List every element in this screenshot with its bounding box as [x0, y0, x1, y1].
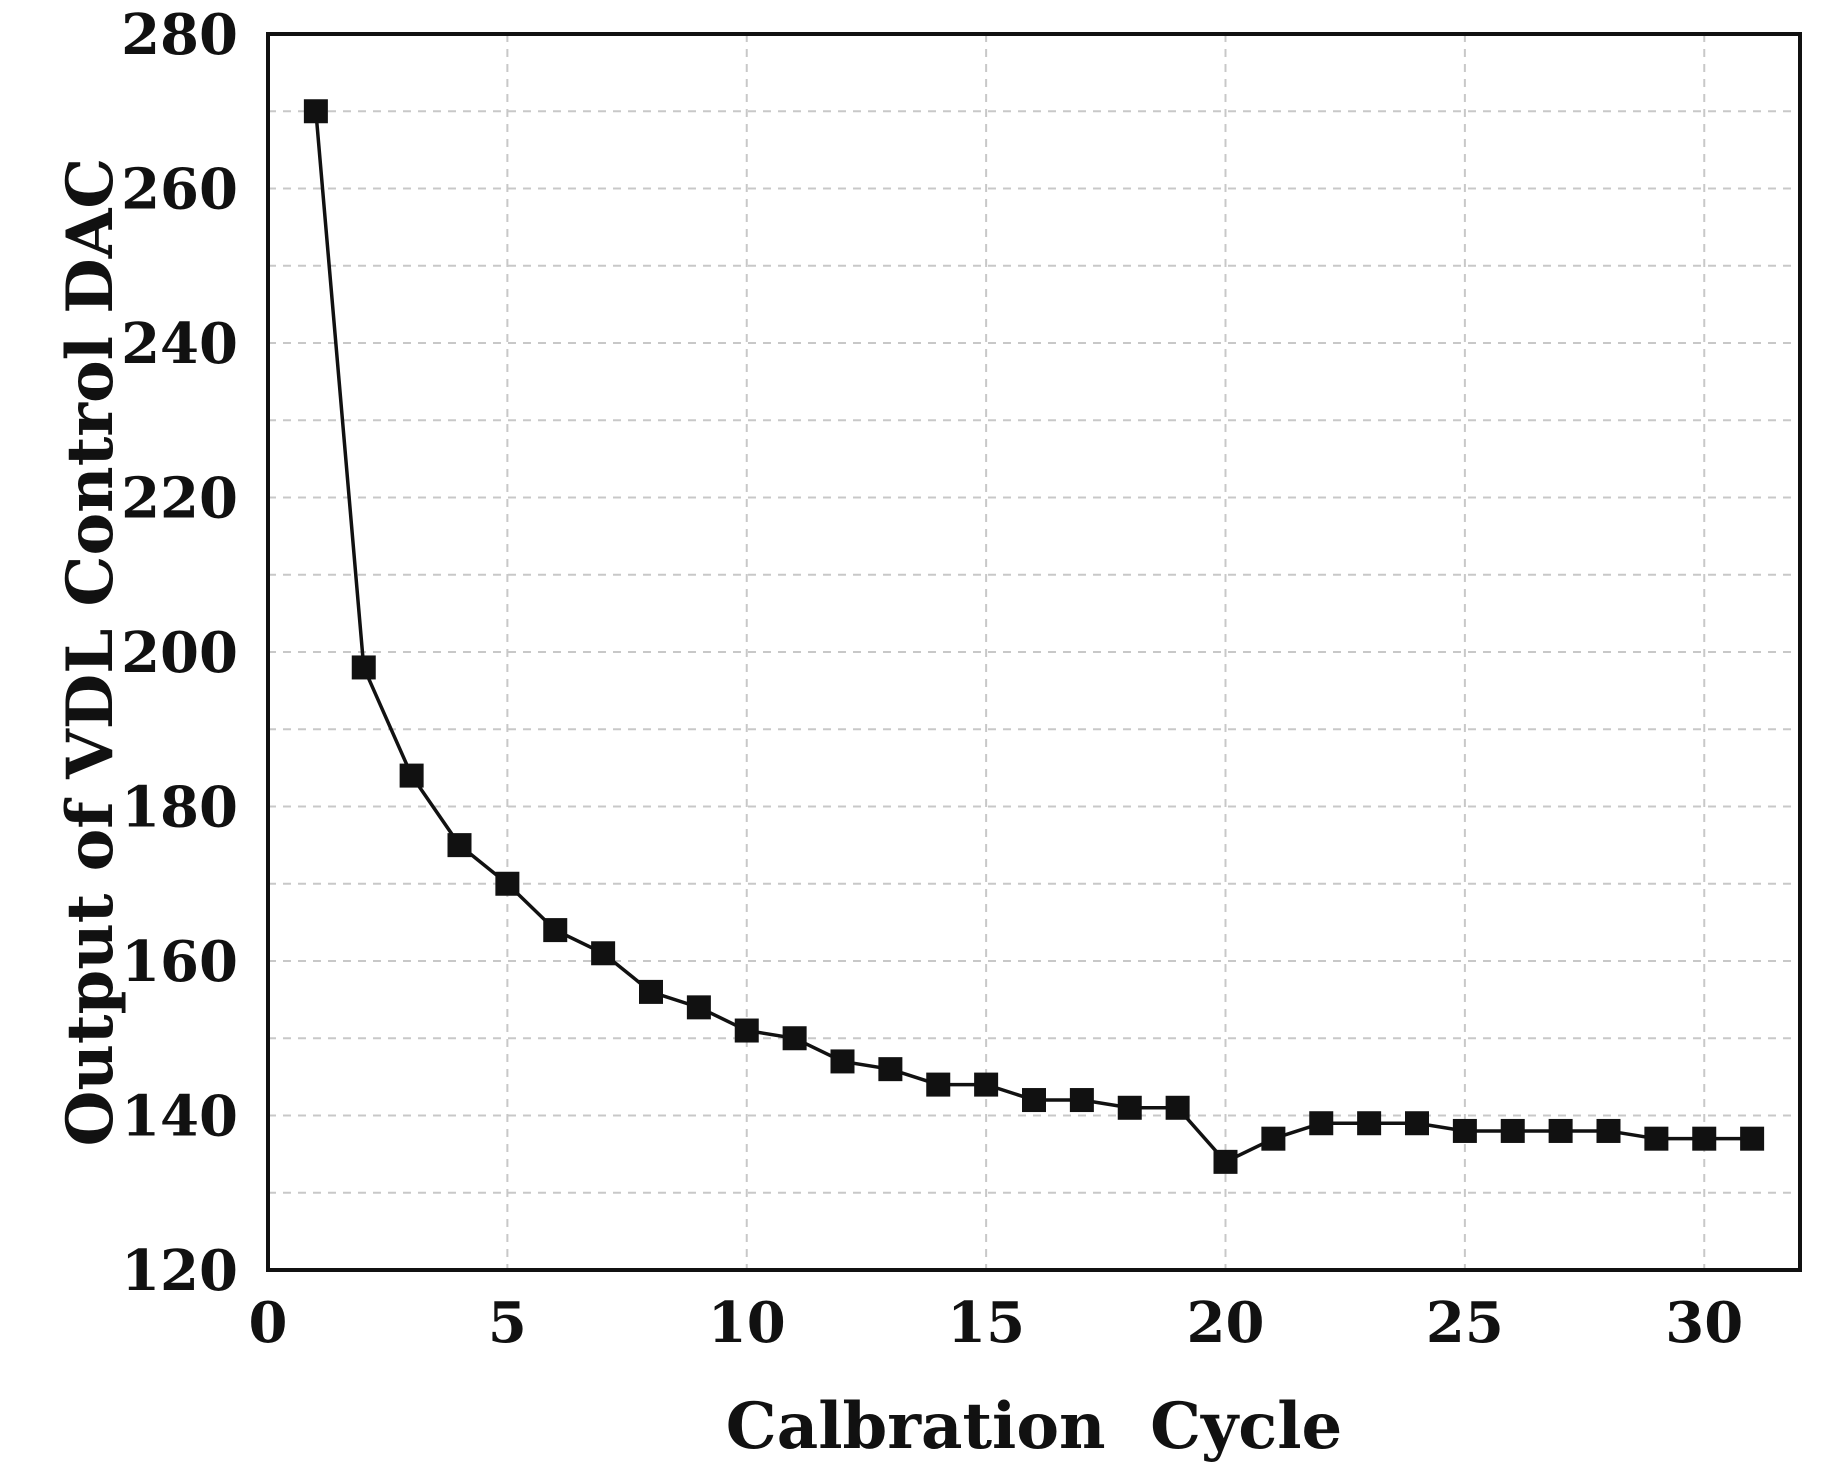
data-point: [447, 833, 472, 858]
data-point: [878, 1057, 903, 1082]
x-tick-label: 10: [708, 1290, 786, 1356]
x-tick-label: 30: [1665, 1290, 1743, 1356]
data-point: [303, 99, 328, 124]
data-point: [1357, 1111, 1382, 1136]
data-point: [351, 655, 376, 680]
data-point: [1117, 1095, 1142, 1120]
data-point: [1309, 1111, 1334, 1136]
y-tick-label: 200: [121, 620, 238, 686]
data-point: [1261, 1126, 1286, 1151]
data-point: [1022, 1088, 1046, 1113]
data-point: [495, 871, 520, 896]
data-point: [1213, 1149, 1238, 1174]
data-point: [974, 1072, 999, 1097]
x-axis-title: Calbration Cycle: [726, 1389, 1342, 1464]
data-point: [1548, 1118, 1573, 1143]
x-tick-label: 20: [1187, 1290, 1265, 1356]
data-point: [1644, 1126, 1669, 1151]
x-tick-label: 25: [1426, 1290, 1504, 1356]
data-point: [1692, 1126, 1717, 1151]
data-point: [543, 918, 568, 943]
y-tick-label: 160: [121, 929, 238, 995]
data-point: [686, 995, 711, 1020]
y-tick-label: 240: [121, 311, 238, 377]
y-axis-title: Output of VDL Control DAC: [53, 158, 128, 1147]
x-tick-label: 0: [249, 1290, 288, 1356]
data-markers: [303, 99, 1765, 1174]
grid-lines: [268, 33, 1800, 1270]
data-point: [734, 1018, 759, 1043]
plot-frame: [266, 32, 1802, 1272]
y-tick-label: 140: [121, 1084, 238, 1150]
data-point: [782, 1026, 807, 1051]
data-point: [1740, 1126, 1765, 1151]
data-point: [1596, 1118, 1621, 1143]
data-point: [1165, 1095, 1190, 1120]
data-point: [926, 1072, 951, 1097]
y-tick-label: 220: [121, 466, 238, 532]
y-tick-label: 280: [121, 2, 238, 68]
x-axis-ticks: 0 5 10 15 20 25 30: [249, 1290, 1744, 1356]
series-line: [314, 111, 1753, 1165]
data-point: [1500, 1118, 1525, 1143]
data-point: [830, 1049, 855, 1074]
x-tick-label: 5: [488, 1290, 527, 1356]
y-axis-ticks: 120 140 160 180 200 220 240 260 280: [121, 2, 238, 1304]
data-point: [1405, 1111, 1429, 1136]
y-tick-label: 260: [121, 157, 238, 223]
data-point: [399, 763, 424, 788]
data-point: [1069, 1088, 1094, 1113]
y-tick-label: 120: [121, 1238, 238, 1304]
x-tick-label: 15: [947, 1290, 1025, 1356]
data-point: [591, 941, 616, 966]
y-tick-label: 180: [121, 775, 238, 841]
data-point: [639, 979, 663, 1004]
data-point: [1452, 1118, 1477, 1143]
